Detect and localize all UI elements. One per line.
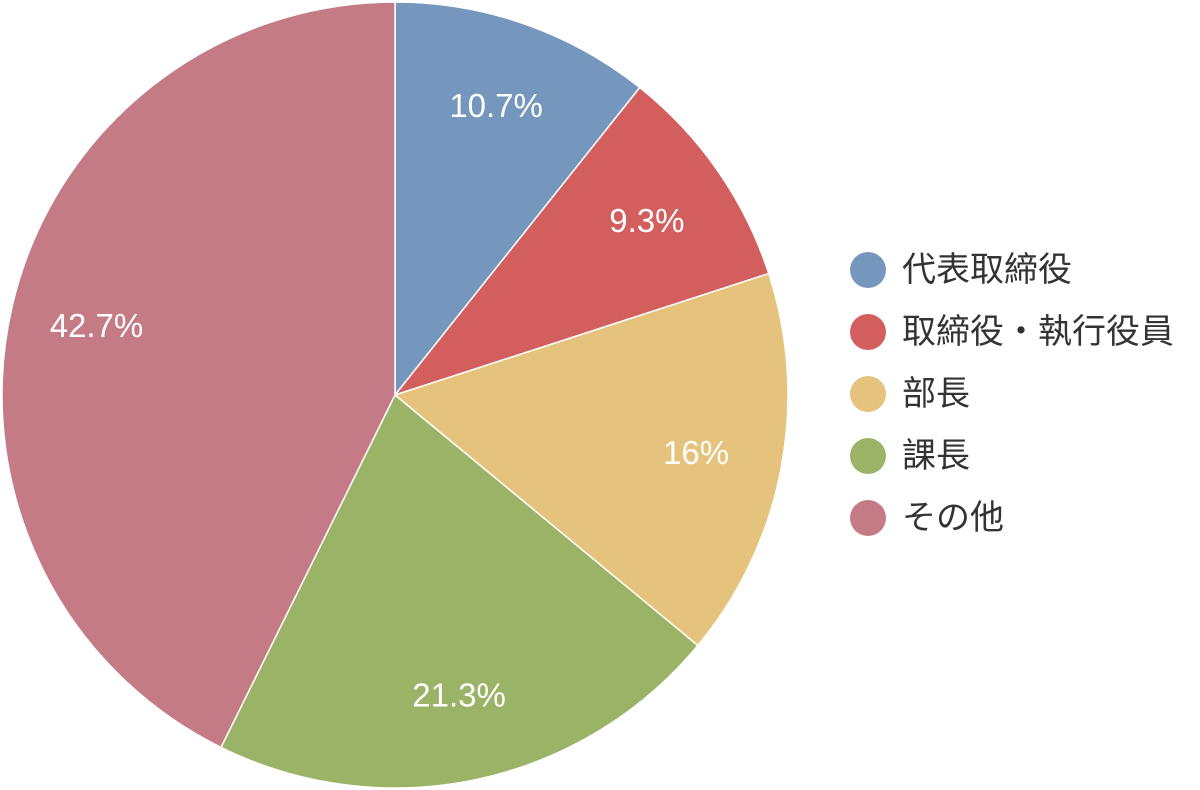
- legend-item-3: 部長: [850, 374, 970, 414]
- pie-slice-labels: 10.7% 9.3% 16% 21.3% 42.7%: [50, 87, 729, 713]
- legend-label-2: 取締役・執行役員: [902, 312, 1174, 352]
- pie-slice-4: [219, 393, 699, 789]
- legend-swatch-3: [850, 376, 886, 412]
- pie-slice-label-1: 10.7%: [449, 87, 543, 124]
- legend-swatch-1: [850, 252, 886, 288]
- legend-label-1: 代表取締役: [902, 250, 1072, 290]
- legend-item-2: 取締役・執行役員: [850, 312, 1174, 352]
- pie-slices: [1, 1, 789, 789]
- legend-label-3: 部長: [902, 374, 970, 414]
- pie-slice-1: [394, 1, 641, 398]
- pie-slice-label-3: 16%: [663, 434, 729, 471]
- pie-slice-3: [393, 272, 789, 647]
- pie-slice-label-2: 9.3%: [609, 202, 684, 239]
- legend-swatch-2: [850, 314, 886, 350]
- legend-item-4: 課長: [850, 436, 970, 476]
- legend-label-4: 課長: [902, 436, 970, 476]
- legend-swatch-5: [850, 500, 886, 536]
- pie-slice-label-4: 21.3%: [412, 676, 506, 713]
- pie-slice-5: [1, 1, 396, 749]
- legend-swatch-4: [850, 438, 886, 474]
- legend-item-1: 代表取締役: [850, 250, 1072, 290]
- legend-label-5: その他: [902, 498, 1004, 538]
- legend-item-5: その他: [850, 498, 1004, 538]
- pie-slice-2: [392, 86, 770, 397]
- pie-slice-label-5: 42.7%: [50, 307, 144, 344]
